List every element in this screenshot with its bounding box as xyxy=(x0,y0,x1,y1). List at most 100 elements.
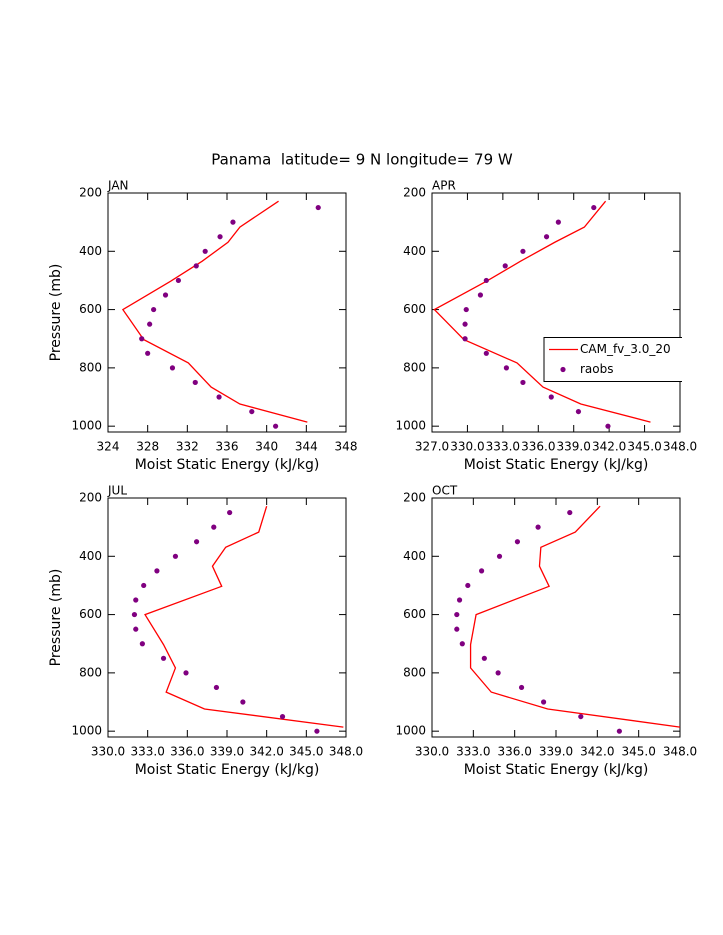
raob-point xyxy=(465,582,471,589)
raob-point xyxy=(192,379,198,386)
x-tick-label: 327.0 xyxy=(415,440,449,454)
x-tick-label: 339.0 xyxy=(557,440,591,454)
y-tick-label: 400 xyxy=(79,549,102,563)
raob-point xyxy=(217,234,223,240)
raob-point xyxy=(162,292,169,298)
raob-point xyxy=(463,306,469,313)
raob-point xyxy=(211,524,217,530)
panel: JUL 330.0 333.0 336.0 339.0 342.0 345.0 348.0 20… xyxy=(48,484,363,779)
raob-point xyxy=(230,219,236,225)
raob-point xyxy=(193,263,199,269)
y-tick-label: 200 xyxy=(403,186,426,200)
x-tick-label: 348.0 xyxy=(663,745,697,759)
x-tick-label: 345.0 xyxy=(621,745,655,759)
x-tick-label: 348.0 xyxy=(329,745,363,759)
panel-label: JUL xyxy=(107,484,127,498)
x-tick-label: 330.0 xyxy=(91,745,125,759)
raob-point xyxy=(133,626,139,632)
x-tick-label: 336.0 xyxy=(497,745,531,759)
raob-point xyxy=(454,626,460,632)
x-tick-label: 342.0 xyxy=(592,440,626,454)
raob-point xyxy=(272,423,279,429)
raob-point xyxy=(160,655,167,661)
y-tick-label: 1000 xyxy=(71,419,102,433)
x-tick-label: 332 xyxy=(176,440,199,454)
raob-point xyxy=(213,684,220,691)
x-tick-label: 330.0 xyxy=(450,440,484,454)
panel-label: APR xyxy=(432,179,456,193)
x-axis-title: Moist Static Energy (kJ/kg) xyxy=(464,457,649,473)
y-tick-label: 1000 xyxy=(395,724,426,738)
raob-point xyxy=(541,699,547,705)
y-tick-label: 1000 xyxy=(71,724,102,738)
legend-box xyxy=(543,337,682,382)
x-tick-label: 348 xyxy=(335,440,358,454)
raob-point xyxy=(202,248,208,254)
raob-point xyxy=(131,611,138,618)
raob-point xyxy=(151,306,157,313)
raob-point xyxy=(456,597,463,603)
x-axis-title: Moist Static Energy (kJ/kg) xyxy=(135,762,320,778)
raob-point xyxy=(133,597,139,603)
raob-point xyxy=(518,684,525,691)
y-tick-label: 800 xyxy=(79,360,102,374)
raob-point xyxy=(477,292,484,298)
y-tick-label: 800 xyxy=(403,360,426,374)
plot-frame xyxy=(431,192,681,433)
y-tick-label: 200 xyxy=(403,491,426,505)
raob-point xyxy=(502,263,508,269)
y-tick-label: 600 xyxy=(403,607,426,621)
raob-point xyxy=(169,365,176,371)
x-tick-label: 336.0 xyxy=(521,440,555,454)
raob-point xyxy=(139,336,145,342)
raob-point xyxy=(279,713,286,720)
raob-point xyxy=(616,728,622,734)
raob-point xyxy=(479,568,485,574)
raob-point xyxy=(193,539,200,545)
y-axis-title: Pressure (mb) xyxy=(48,264,64,362)
x-tick-label: 324 xyxy=(97,440,120,454)
y-tick-label: 200 xyxy=(79,491,102,505)
legend-swatch xyxy=(560,366,566,373)
x-tick-label: 339.0 xyxy=(210,745,244,759)
plot-frame xyxy=(107,497,347,738)
raob-point xyxy=(462,336,468,342)
profile-line xyxy=(433,200,651,423)
x-axis-title: Moist Static Energy (kJ/kg) xyxy=(464,762,649,778)
legend-label: CAM_fv_3.0_20 xyxy=(580,342,671,356)
x-tick-label: 336 xyxy=(216,440,239,454)
x-tick-label: 330.0 xyxy=(415,745,449,759)
x-tick-label: 344 xyxy=(295,440,318,454)
x-tick-label: 328 xyxy=(136,440,159,454)
profile-line xyxy=(121,200,308,423)
y-tick-label: 600 xyxy=(79,302,102,316)
x-tick-label: 342.0 xyxy=(580,745,614,759)
raob-point xyxy=(495,670,501,676)
y-tick-label: 600 xyxy=(79,607,102,621)
panel-label: OCT xyxy=(432,484,458,498)
raob-point xyxy=(147,321,153,327)
raob-point xyxy=(459,641,465,647)
raob-point xyxy=(216,394,222,400)
x-tick-label: 342.0 xyxy=(249,745,283,759)
raob-point xyxy=(605,423,611,429)
raob-point xyxy=(483,277,489,284)
raob-point xyxy=(543,234,550,240)
raob-point xyxy=(481,655,487,661)
figure-title: Panama latitude= 9 N longitude= 79 W xyxy=(211,151,513,169)
raob-point xyxy=(520,379,526,386)
x-tick-label: 345.0 xyxy=(289,745,323,759)
raob-point xyxy=(454,611,460,618)
panel: JAN 324 328 332 336 340 344 348 200 400 600 800 1000… xyxy=(48,179,357,474)
raob-point xyxy=(548,394,554,400)
panel: OCT 330.0 333.0 336.0 339.0 342.0 345.0 348.0 20… xyxy=(395,484,697,779)
panel: APR 327.0 330.0 333.0 336.0 339.0 342.0 345.0 34… xyxy=(395,179,697,474)
raob-point xyxy=(578,713,584,720)
x-axis-title: Moist Static Energy (kJ/kg) xyxy=(135,457,320,473)
raob-point xyxy=(141,582,147,589)
y-tick-label: 400 xyxy=(403,244,426,258)
y-tick-label: 1000 xyxy=(395,419,426,433)
raob-point xyxy=(314,728,320,734)
